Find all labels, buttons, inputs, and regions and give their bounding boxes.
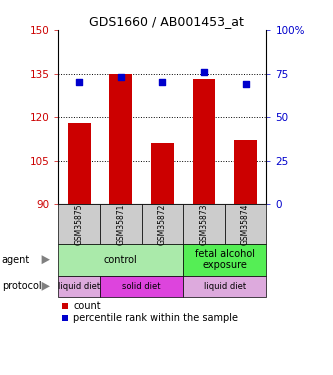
Text: control: control [104,255,138,265]
Text: liquid diet: liquid diet [58,282,100,291]
Bar [68,123,91,204]
Point [160,80,165,86]
Text: GSM35873: GSM35873 [199,203,208,245]
Bar [151,143,174,204]
Text: GDS1660 / AB001453_at: GDS1660 / AB001453_at [89,15,244,28]
Bar [192,80,215,204]
Text: GSM35871: GSM35871 [116,203,125,245]
Text: percentile rank within the sample: percentile rank within the sample [73,314,238,323]
Text: agent: agent [2,255,30,265]
Text: GSM35872: GSM35872 [158,203,167,245]
Text: solid diet: solid diet [122,282,161,291]
Bar [109,74,132,204]
Text: GSM35874: GSM35874 [241,203,250,245]
Text: GSM35875: GSM35875 [75,203,84,245]
Point [77,80,82,86]
Text: liquid diet: liquid diet [204,282,246,291]
Point [201,69,206,75]
Bar [234,141,257,204]
Point [243,81,248,87]
Point [118,74,123,80]
Text: protocol: protocol [2,281,41,291]
Text: fetal alcohol
exposure: fetal alcohol exposure [195,249,255,270]
Text: count: count [73,302,101,311]
